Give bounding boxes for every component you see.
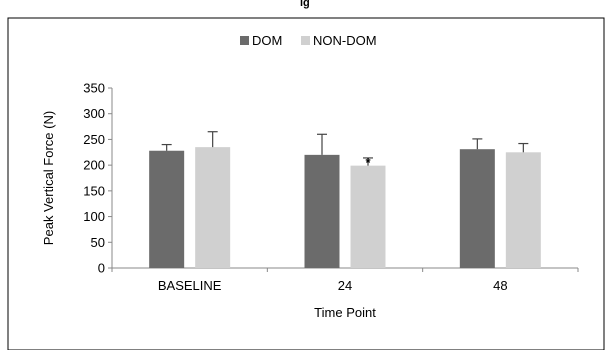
- bar-non-dom: [350, 165, 386, 268]
- y-ticks: 0 50 100 150 200 250 300 350: [83, 81, 112, 276]
- legend-swatch-dom: [240, 36, 249, 45]
- y-tick-label: 250: [83, 132, 105, 147]
- bar-dom: [149, 150, 185, 268]
- bar-dom: [304, 154, 340, 268]
- y-tick-label: 200: [83, 158, 105, 173]
- bar-dom: [459, 149, 495, 268]
- header-text: ig: [300, 0, 310, 9]
- y-tick-label: 150: [83, 183, 105, 198]
- y-tick-label: 100: [83, 209, 105, 224]
- x-tick-label: BASELINE: [158, 278, 222, 293]
- y-tick-label: 0: [98, 261, 105, 276]
- bars: *: [149, 131, 541, 268]
- x-tick-label: 48: [493, 278, 507, 293]
- y-tick-label: 50: [91, 235, 105, 250]
- legend: DOM NON-DOM: [240, 33, 377, 48]
- y-axis-title: Peak Vertical Force (N): [41, 111, 56, 245]
- y-tick-label: 350: [83, 81, 105, 96]
- bar-non-dom: [195, 147, 231, 268]
- legend-label-dom: DOM: [252, 33, 282, 48]
- significance-annotation: *: [365, 155, 371, 170]
- legend-swatch-non-dom: [301, 36, 310, 45]
- x-ticks: BASELINE 24 48: [111, 268, 579, 293]
- x-axis-title: Time Point: [314, 305, 376, 320]
- legend-label-non-dom: NON-DOM: [313, 33, 377, 48]
- y-tick-label: 300: [83, 106, 105, 121]
- bar-non-dom: [505, 152, 541, 268]
- x-tick-label: 24: [338, 278, 352, 293]
